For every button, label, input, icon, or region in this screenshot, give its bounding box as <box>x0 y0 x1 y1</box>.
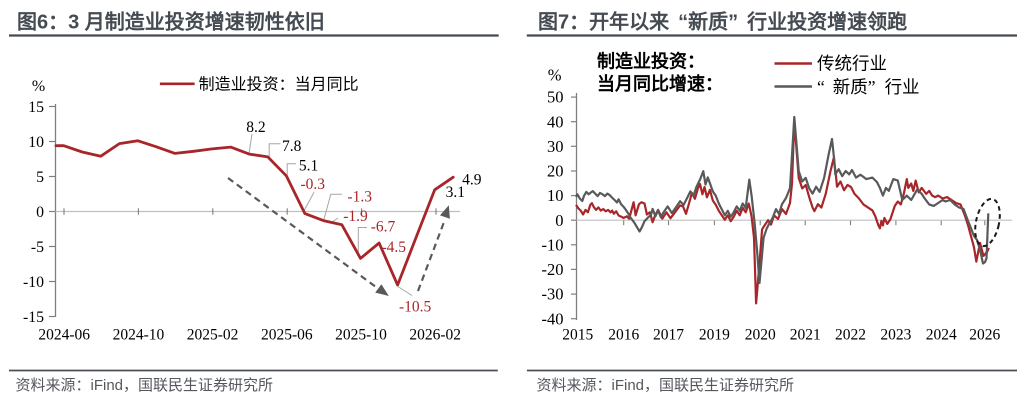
svg-text:%: % <box>32 78 45 95</box>
svg-text:2015: 2015 <box>562 327 593 344</box>
svg-text:-40: -40 <box>542 309 564 328</box>
svg-text:8.2: 8.2 <box>246 119 265 136</box>
svg-text:2025-06: 2025-06 <box>261 327 313 344</box>
svg-text:0: 0 <box>555 211 563 230</box>
svg-text:2024: 2024 <box>926 327 957 344</box>
svg-text:图6：3 月制造业投资增速韧性依旧: 图6：3 月制造业投资增速韧性依旧 <box>17 10 325 34</box>
svg-text:50: 50 <box>547 88 564 107</box>
svg-text:资料来源：iFind，国联民生证券研究所: 资料来源：iFind，国联民生证券研究所 <box>537 377 795 394</box>
svg-text:当月同比增速：: 当月同比增速： <box>597 73 723 94</box>
svg-text:-1.9: -1.9 <box>343 208 368 225</box>
svg-text:2020: 2020 <box>745 327 776 344</box>
svg-text:7.8: 7.8 <box>282 138 302 155</box>
svg-text:2019: 2019 <box>699 327 730 344</box>
svg-text:2017: 2017 <box>653 327 684 344</box>
svg-text:2026-02: 2026-02 <box>409 327 461 344</box>
svg-text:“新质”行业: “新质” 行业 <box>817 77 920 97</box>
svg-text:制造业投资：: 制造业投资： <box>597 51 705 72</box>
svg-text:2021: 2021 <box>790 327 821 344</box>
svg-text:%: % <box>548 66 562 85</box>
svg-text:-0.3: -0.3 <box>301 176 326 193</box>
svg-text:-6.7: -6.7 <box>371 219 396 236</box>
svg-text:-10: -10 <box>23 274 44 291</box>
svg-text:传统行业: 传统行业 <box>817 54 887 74</box>
svg-text:2025-10: 2025-10 <box>335 327 387 344</box>
svg-text:10: 10 <box>547 186 564 205</box>
svg-text:2026: 2026 <box>969 327 1000 344</box>
svg-text:-4.5: -4.5 <box>382 239 407 256</box>
svg-text:图7：开年以来“新质”行业投资增速领跑: 图7：开年以来 “新质” 行业投资增速领跑 <box>538 10 907 34</box>
svg-text:-15: -15 <box>23 309 44 326</box>
svg-text:0: 0 <box>36 204 44 221</box>
svg-text:-10.5: -10.5 <box>399 298 432 315</box>
svg-text:5.1: 5.1 <box>299 158 318 175</box>
svg-text:制造业投资：当月同比: 制造业投资：当月同比 <box>199 76 359 94</box>
svg-text:2016: 2016 <box>608 327 639 344</box>
svg-text:5: 5 <box>36 169 44 186</box>
svg-text:资料来源：iFind，国联民生证券研究所: 资料来源：iFind，国联民生证券研究所 <box>16 377 274 394</box>
svg-text:15: 15 <box>28 99 44 116</box>
svg-text:4.9: 4.9 <box>462 172 482 189</box>
svg-text:2023: 2023 <box>880 327 911 344</box>
svg-text:-20: -20 <box>542 260 564 279</box>
svg-text:40: 40 <box>547 112 564 131</box>
svg-text:3.1: 3.1 <box>446 184 465 201</box>
svg-text:-30: -30 <box>542 285 564 304</box>
svg-text:20: 20 <box>547 162 564 181</box>
svg-text:10: 10 <box>28 134 44 151</box>
svg-text:30: 30 <box>547 137 564 156</box>
svg-text:2022: 2022 <box>835 327 866 344</box>
svg-text:2024-10: 2024-10 <box>113 327 165 344</box>
svg-text:-1.3: -1.3 <box>347 188 372 205</box>
svg-text:-10: -10 <box>542 235 564 254</box>
svg-text:2025-02: 2025-02 <box>187 327 239 344</box>
svg-text:-5: -5 <box>31 239 44 256</box>
svg-text:2024-06: 2024-06 <box>38 327 90 344</box>
